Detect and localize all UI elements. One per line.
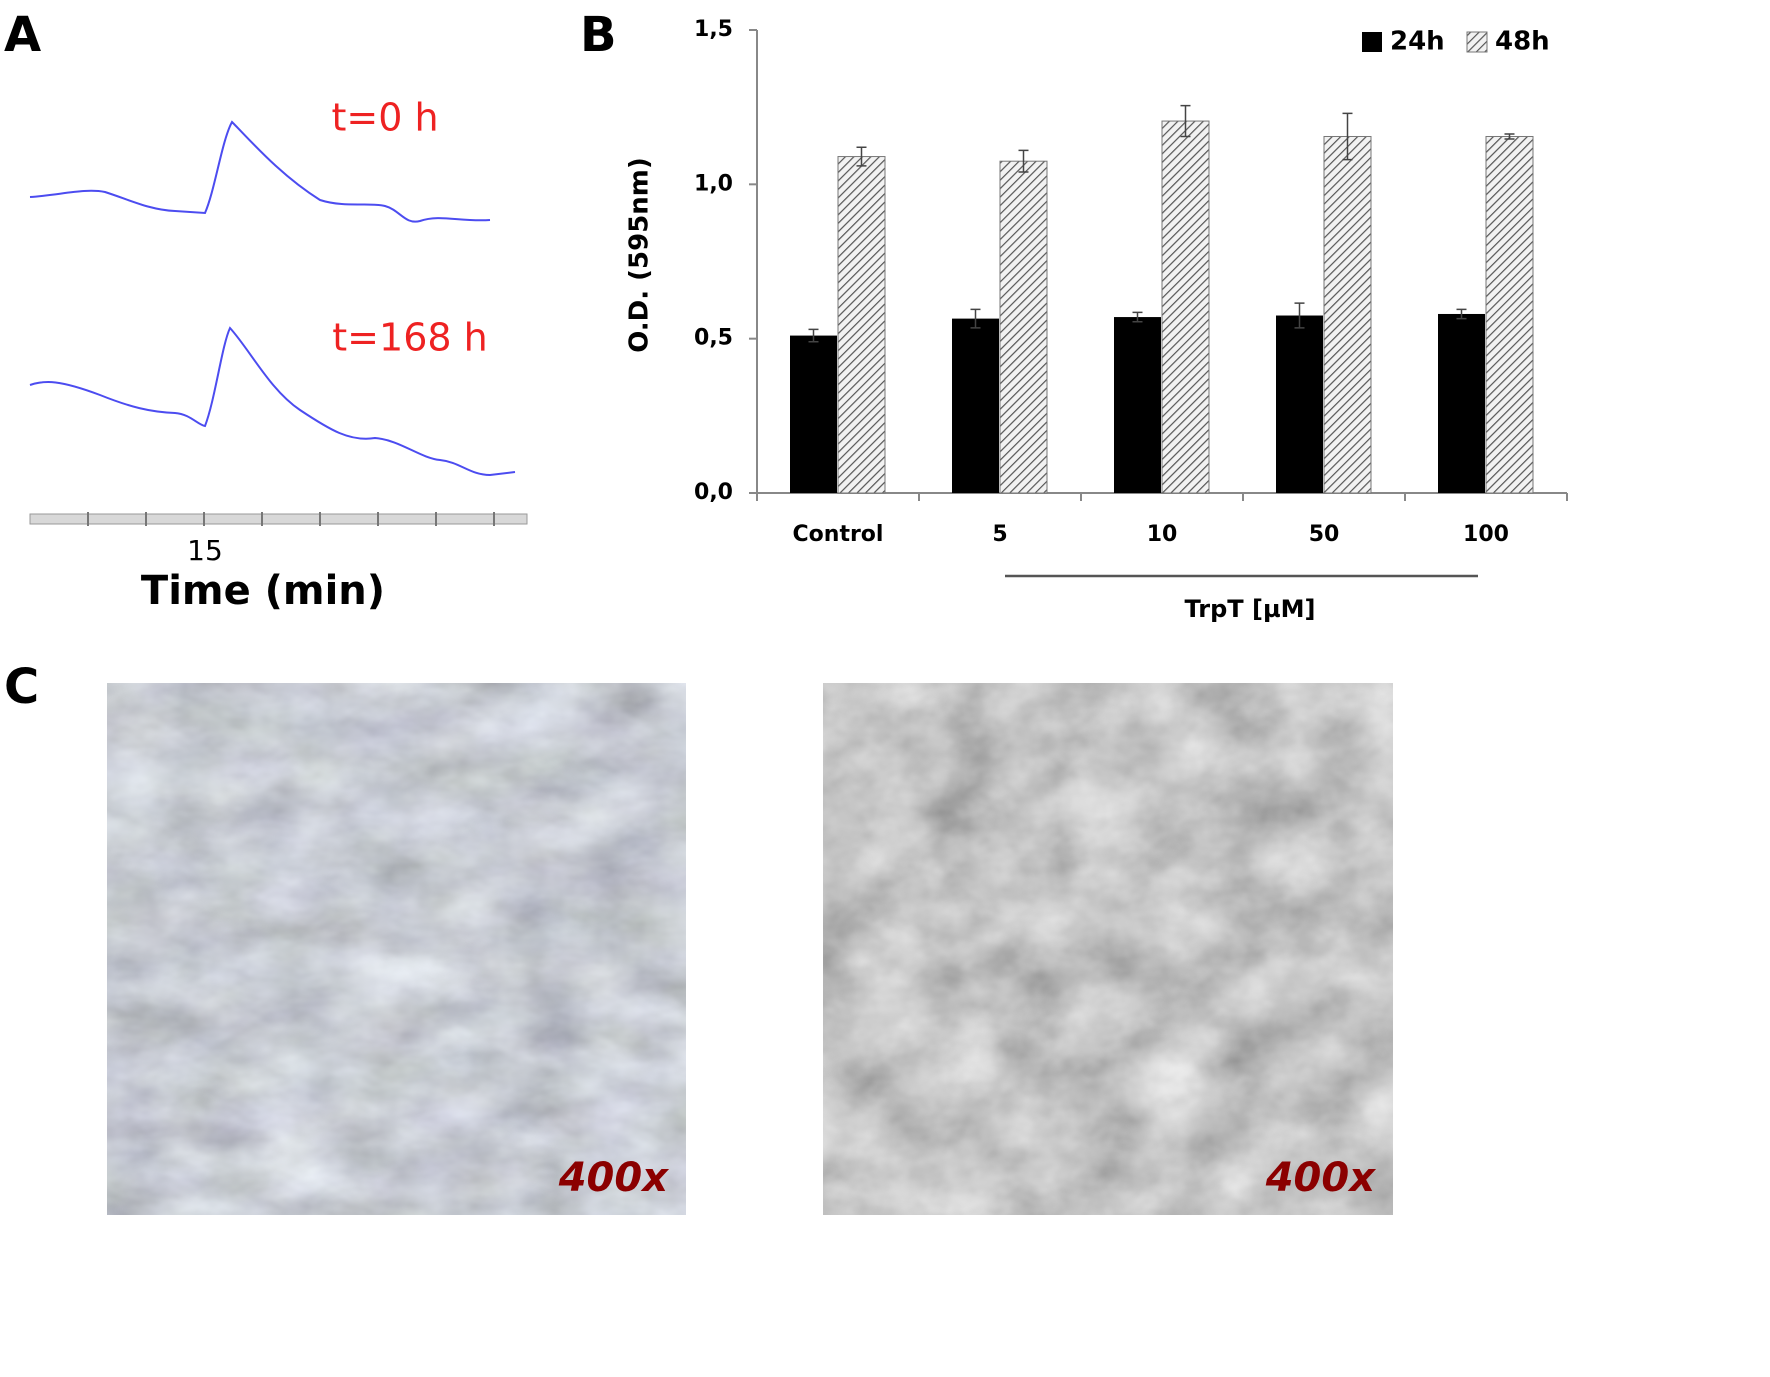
x-axis-label: Time (min) (141, 568, 385, 614)
bar (999, 160, 1048, 494)
bar (952, 318, 999, 493)
legend-swatch (1362, 32, 1382, 52)
time-ruler (29, 513, 528, 525)
error-bar (1342, 112, 1353, 161)
bar (1114, 317, 1161, 493)
panel-letter: A (4, 7, 41, 63)
x-tick-label: 50 (1309, 522, 1340, 547)
x-tick-label: 10 (1147, 522, 1178, 547)
error-bar (1456, 308, 1467, 320)
y-tick-label: 0,0 (694, 480, 733, 505)
x-tick-label: 100 (1463, 522, 1509, 547)
x-axis-label: TrpT [µM] (1185, 595, 1316, 623)
error-bar (1132, 311, 1143, 323)
error-bar (1018, 149, 1029, 173)
y-tick-label: 1,5 (694, 17, 733, 42)
bar (1161, 120, 1210, 494)
micrograph (823, 683, 1393, 1215)
bar (1323, 135, 1372, 494)
trace (29, 120, 491, 223)
y-tick-label: 0,5 (694, 326, 733, 351)
x-tick-label: Control (793, 522, 884, 547)
error-bar (1294, 302, 1305, 329)
bar (790, 335, 837, 493)
error-bar (1504, 133, 1515, 140)
error-bar (970, 308, 981, 329)
bar (1276, 315, 1323, 493)
panel-letter: C (4, 659, 39, 715)
error-bar (1180, 104, 1191, 138)
error-bar (856, 146, 867, 167)
x-tick-label: 15 (187, 534, 223, 567)
y-tick-label: 1,0 (694, 171, 733, 196)
y-axis-label: O.D. (595nm) (625, 157, 655, 353)
legend-label: 48h (1495, 27, 1550, 57)
magnification: 400x (558, 1155, 669, 1201)
trace-label: t=168 h (332, 316, 487, 360)
bar (1485, 135, 1534, 494)
ruler-ticks (87, 512, 495, 526)
bar (1438, 313, 1485, 493)
x-tick-label: 5 (992, 522, 1007, 547)
panel-letter: B (580, 7, 617, 63)
micrograph (107, 683, 686, 1215)
trace-label: t=0 h (331, 96, 438, 140)
bar (837, 156, 886, 494)
legend-swatch (1466, 31, 1488, 53)
legend-label: 24h (1390, 27, 1445, 57)
trace (29, 326, 516, 477)
magnification: 400x (1265, 1155, 1376, 1201)
error-bar (808, 328, 819, 343)
